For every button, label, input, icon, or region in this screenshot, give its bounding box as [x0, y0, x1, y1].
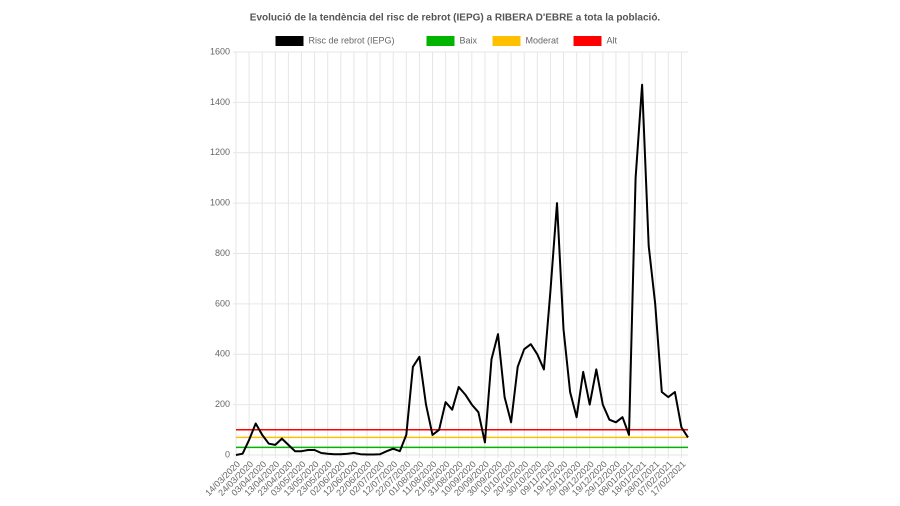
legend-swatch [275, 36, 304, 46]
legend-swatch [426, 36, 455, 46]
y-tick-label: 400 [215, 349, 230, 359]
legend-label: Baix [460, 35, 478, 45]
chart-title: Evolució de la tendència del risc de reb… [250, 13, 661, 24]
y-tick-label: 1400 [210, 97, 230, 107]
legend-label: Risc de rebrot (IEPG) [309, 35, 395, 45]
series-line [235, 83, 689, 456]
y-tick-label: 200 [215, 399, 230, 409]
legend-label: Alt [607, 35, 618, 45]
y-tick-label: 1600 [210, 46, 230, 56]
y-tick-label: 1200 [210, 147, 230, 157]
y-tick-label: 1000 [210, 198, 230, 208]
y-tick-label: 0 [225, 449, 230, 459]
y-tick-label: 800 [215, 248, 230, 258]
legend-label: Moderat [526, 35, 560, 45]
legend-swatch [492, 36, 521, 46]
y-tick-label: 600 [215, 298, 230, 308]
legend-swatch [573, 36, 602, 46]
